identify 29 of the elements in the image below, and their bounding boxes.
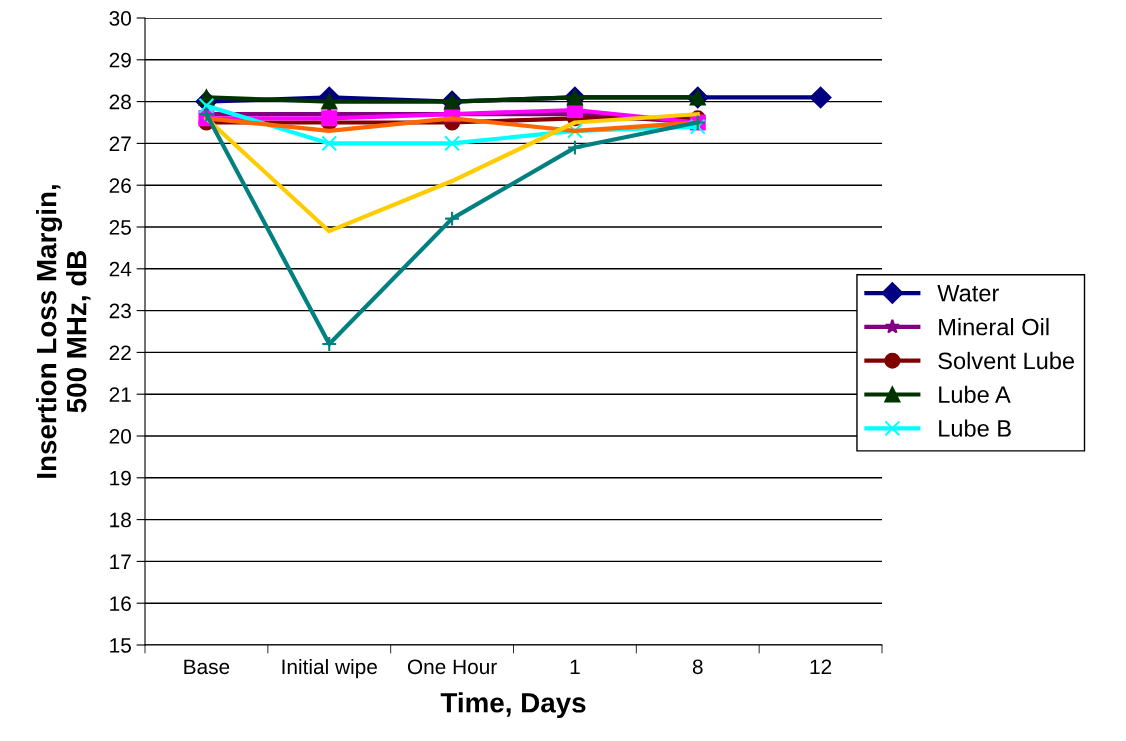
x-tick-label: Initial wipe: [282, 658, 377, 679]
y-tick-label: 16: [110, 596, 131, 611]
y-tick-label: 26: [109, 178, 131, 193]
x-tick-label: 8: [692, 659, 703, 675]
y-tick-label: 18: [110, 512, 131, 528]
legend-label: Water: [937, 285, 999, 302]
legend-label: Lube A: [939, 385, 1011, 403]
y-tick-label: 27: [109, 136, 131, 151]
legend-label: Mineral Oil: [939, 318, 1049, 336]
y-tick-label: 20: [109, 429, 131, 444]
y-tick-label: 17: [110, 554, 131, 569]
x-tick-label: 12: [810, 659, 832, 674]
y-tick-label: 24: [109, 261, 132, 277]
x-tick-label: Base: [184, 659, 230, 675]
y-tick-label: 25: [109, 220, 131, 235]
x-axis-title: Time, Days: [440, 692, 586, 719]
legend-label: Lube B: [939, 419, 1011, 437]
legend-label: Solvent Lube: [938, 351, 1075, 370]
y-tick-label: 22: [109, 345, 131, 360]
y-tick-label: 28: [109, 94, 131, 110]
y-tick-label: 29: [109, 52, 131, 68]
y-tick-label: 23: [109, 303, 131, 319]
y-tick-label: 30: [109, 11, 131, 26]
y-tick-label: 15: [110, 638, 131, 653]
y-tick-label: 19: [110, 470, 131, 486]
x-tick-label: One Hour: [407, 659, 497, 675]
y-axis-title: Insertion Loss Margin, 500 MHz, dB: [36, 185, 91, 478]
y-tick-label: 21: [109, 387, 131, 402]
x-tick-label: 1: [570, 659, 580, 674]
